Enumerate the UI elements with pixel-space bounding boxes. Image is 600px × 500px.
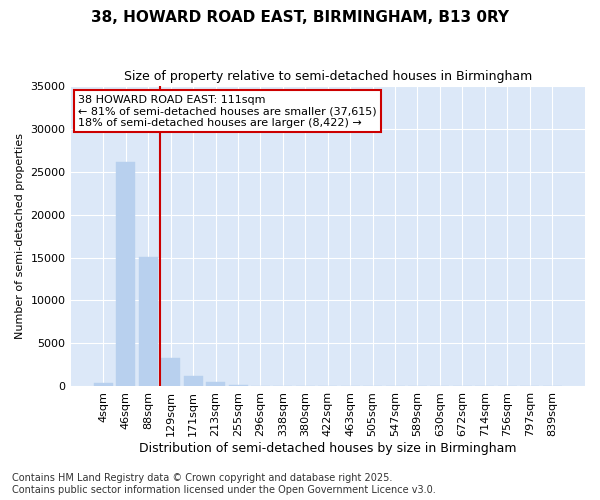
Bar — [116, 162, 136, 386]
Bar — [161, 358, 180, 386]
Bar — [94, 383, 113, 386]
Y-axis label: Number of semi-detached properties: Number of semi-detached properties — [15, 133, 25, 339]
Text: 38, HOWARD ROAD EAST, BIRMINGHAM, B13 0RY: 38, HOWARD ROAD EAST, BIRMINGHAM, B13 0R… — [91, 10, 509, 25]
Title: Size of property relative to semi-detached houses in Birmingham: Size of property relative to semi-detach… — [124, 70, 532, 83]
Bar — [139, 256, 158, 386]
Text: 38 HOWARD ROAD EAST: 111sqm
← 81% of semi-detached houses are smaller (37,615)
1: 38 HOWARD ROAD EAST: 111sqm ← 81% of sem… — [78, 94, 377, 128]
X-axis label: Distribution of semi-detached houses by size in Birmingham: Distribution of semi-detached houses by … — [139, 442, 517, 455]
Text: Contains HM Land Registry data © Crown copyright and database right 2025.
Contai: Contains HM Land Registry data © Crown c… — [12, 474, 436, 495]
Bar — [229, 384, 248, 386]
Bar — [184, 376, 203, 386]
Bar — [206, 382, 225, 386]
